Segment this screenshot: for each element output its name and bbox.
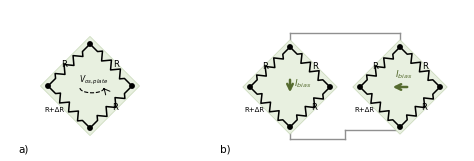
Text: b): b): [220, 144, 231, 154]
Polygon shape: [40, 36, 139, 136]
Circle shape: [438, 85, 442, 89]
Circle shape: [88, 126, 92, 130]
Polygon shape: [243, 40, 337, 134]
Text: $V_{os,plate}$: $V_{os,plate}$: [79, 73, 109, 87]
Circle shape: [328, 85, 332, 89]
Text: R: R: [422, 62, 428, 71]
Text: R: R: [112, 103, 118, 112]
Text: R: R: [311, 103, 317, 112]
Text: R+ΔR: R+ΔR: [44, 107, 64, 113]
Text: R: R: [421, 103, 427, 112]
Text: R: R: [262, 62, 268, 71]
Circle shape: [358, 85, 362, 89]
Polygon shape: [353, 40, 447, 134]
Circle shape: [46, 84, 50, 88]
Circle shape: [130, 84, 134, 88]
Circle shape: [398, 45, 402, 49]
Circle shape: [248, 85, 252, 89]
Text: R: R: [61, 60, 67, 69]
Circle shape: [88, 42, 92, 46]
Text: $I_{bias}$: $I_{bias}$: [294, 78, 311, 90]
Circle shape: [288, 125, 292, 129]
Text: R+ΔR: R+ΔR: [355, 107, 375, 113]
Text: R+ΔR: R+ΔR: [245, 107, 265, 113]
Text: R: R: [113, 60, 119, 69]
Text: R: R: [372, 62, 378, 71]
Circle shape: [288, 45, 292, 49]
Text: $I_{bias}$: $I_{bias}$: [395, 68, 413, 81]
Text: R: R: [312, 62, 318, 71]
Text: a): a): [18, 144, 28, 154]
Circle shape: [398, 125, 402, 129]
